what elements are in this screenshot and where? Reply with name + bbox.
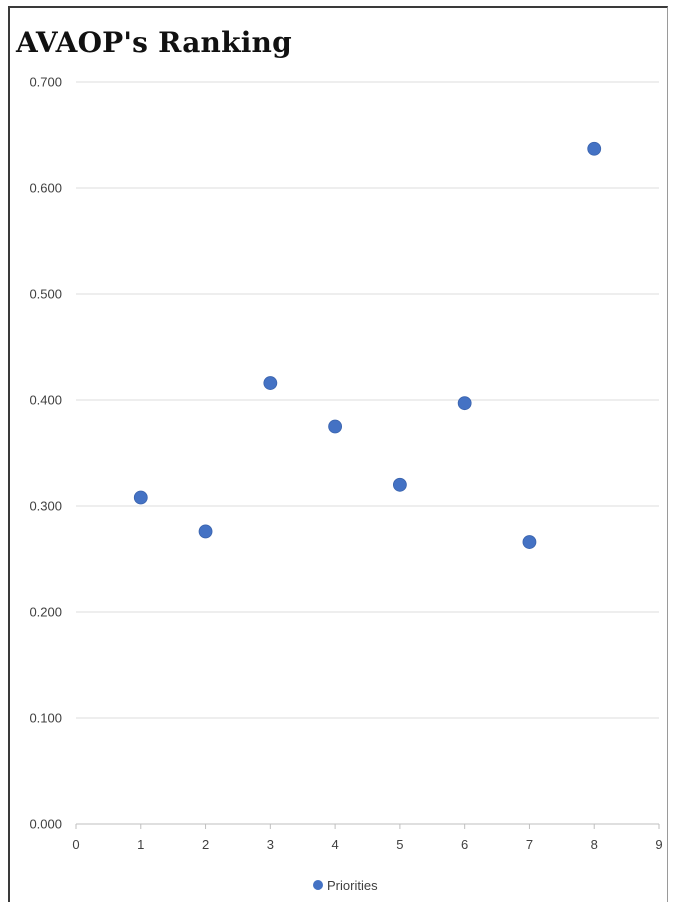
x-tick-label: 0 xyxy=(72,837,79,852)
y-tick-label: 0.100 xyxy=(29,711,62,726)
data-points xyxy=(133,141,602,549)
y-tick-label: 0.500 xyxy=(29,287,62,302)
y-tick-label: 0.300 xyxy=(29,499,62,514)
y-tick-label: 0.200 xyxy=(29,605,62,620)
data-point xyxy=(392,477,407,492)
chart-title: AVAOP's Ranking xyxy=(16,26,292,59)
legend: Priorities xyxy=(313,878,378,893)
y-tick-label: 0.600 xyxy=(29,181,62,196)
y-tick-label: 0.700 xyxy=(29,75,62,90)
x-tick-label: 8 xyxy=(591,837,598,852)
x-tick-label: 6 xyxy=(461,837,468,852)
x-tick-label: 4 xyxy=(331,837,338,852)
legend-label: Priorities xyxy=(327,878,378,893)
data-point xyxy=(328,419,343,434)
data-point xyxy=(522,535,537,549)
data-point xyxy=(263,376,278,390)
y-tick-label: 0.000 xyxy=(29,817,62,832)
data-point xyxy=(587,141,602,156)
data-point xyxy=(133,490,148,505)
gridlines xyxy=(76,81,659,825)
x-tick-label: 2 xyxy=(202,837,209,852)
data-point xyxy=(457,396,472,411)
x-tick-label: 9 xyxy=(655,837,662,852)
chart-frame xyxy=(8,6,668,902)
legend-marker-icon xyxy=(313,880,323,890)
y-tick-label: 0.400 xyxy=(29,393,62,408)
x-tick-label: 7 xyxy=(526,837,533,852)
x-tick-label: 1 xyxy=(137,837,144,852)
x-axis: 0 1 2 3 4 5 6 7 8 9 xyxy=(72,824,663,852)
y-axis: 0.000 0.100 0.200 0.300 0.400 0.500 0.600 0.700 xyxy=(29,75,62,832)
x-tick-label: 3 xyxy=(267,837,274,852)
x-tick-label: 5 xyxy=(396,837,403,852)
data-point xyxy=(198,524,213,539)
